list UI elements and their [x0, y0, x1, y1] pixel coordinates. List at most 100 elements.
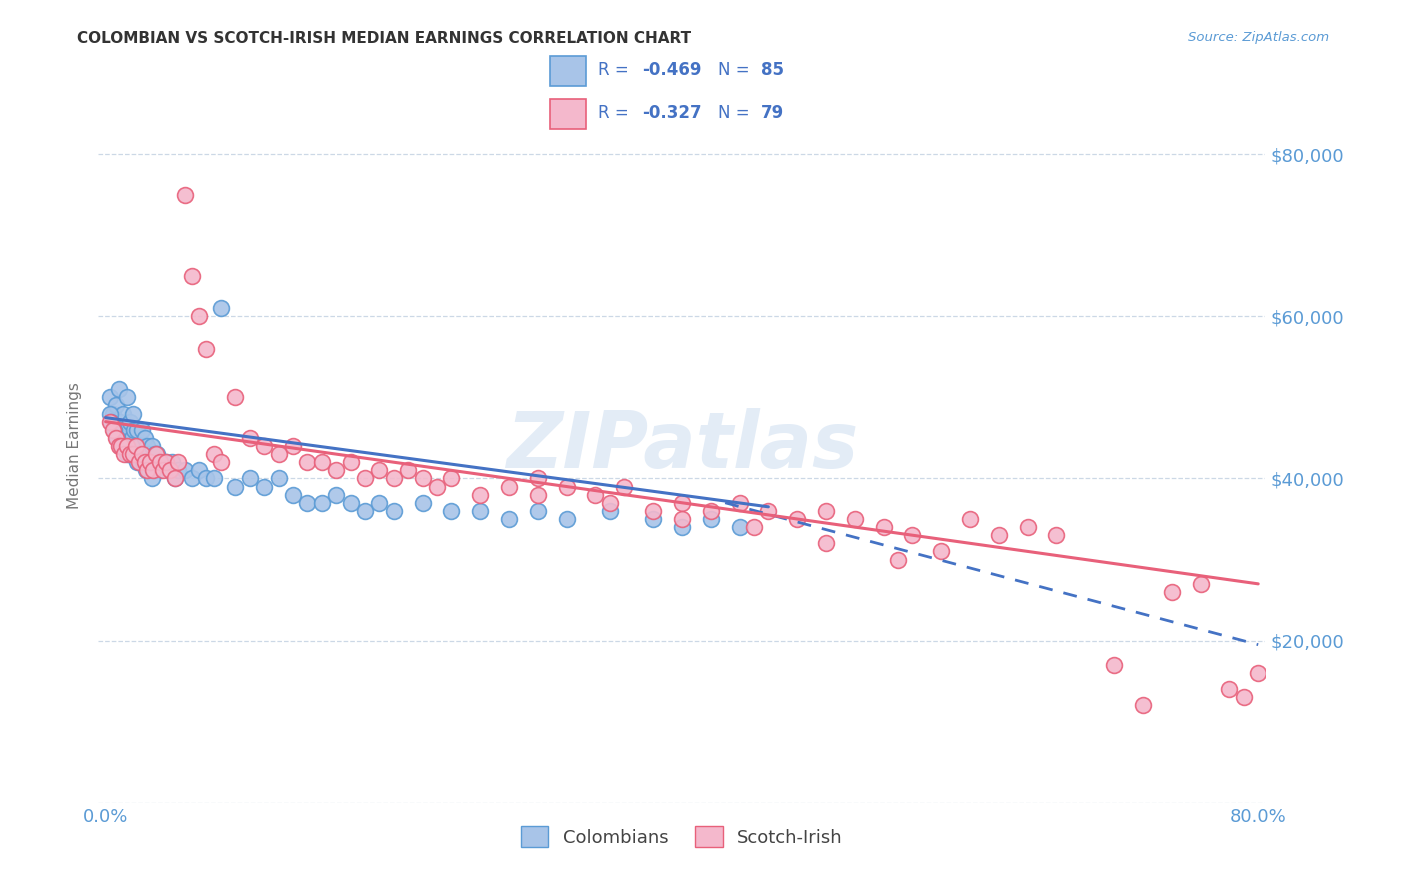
Point [281, 439, 304, 453]
Point [98, 390, 121, 404]
Point [159, 463, 181, 477]
Point [742, 520, 765, 534]
Point [470, 504, 492, 518]
Point [929, 544, 952, 558]
Point [440, 471, 463, 485]
Point [426, 479, 449, 493]
Point [132, 455, 155, 469]
Point [297, 496, 319, 510]
Point [111, 407, 134, 421]
Point [120, 447, 142, 461]
Point [786, 512, 808, 526]
Point [115, 390, 138, 404]
Point [671, 512, 693, 526]
Point [138, 463, 160, 477]
Point [527, 504, 550, 518]
Point [699, 512, 721, 526]
Point [671, 496, 693, 510]
Point [125, 439, 148, 453]
Point [188, 463, 211, 477]
Point [1247, 666, 1270, 681]
Point [1045, 528, 1067, 542]
Point [181, 471, 204, 485]
Point [103, 423, 125, 437]
Point [152, 463, 174, 477]
Point [325, 488, 347, 502]
Point [127, 423, 149, 437]
Point [354, 471, 377, 485]
Point [134, 431, 156, 445]
Point [163, 471, 186, 485]
Point [129, 455, 152, 469]
Point [844, 512, 866, 526]
Point [470, 488, 492, 502]
Text: -0.469: -0.469 [643, 61, 702, 78]
Point [325, 463, 347, 477]
Point [253, 479, 276, 493]
Point [101, 407, 124, 421]
Text: R =: R = [598, 104, 634, 122]
Point [142, 455, 165, 469]
Text: N =: N = [718, 104, 755, 122]
Point [728, 520, 751, 534]
Point [224, 479, 246, 493]
Point [135, 447, 157, 461]
Point [188, 310, 211, 324]
Point [209, 455, 232, 469]
Point [253, 439, 276, 453]
Point [643, 504, 665, 518]
Point [100, 415, 122, 429]
Point [112, 447, 135, 461]
Point [131, 423, 153, 437]
Point [105, 431, 128, 445]
Point [98, 407, 121, 421]
Point [121, 447, 143, 461]
Point [202, 447, 225, 461]
Text: -0.327: -0.327 [643, 104, 702, 122]
Point [959, 512, 981, 526]
Point [599, 504, 621, 518]
Point [643, 512, 665, 526]
Point [107, 439, 129, 453]
Point [110, 431, 132, 445]
Point [108, 439, 131, 453]
Point [127, 455, 149, 469]
Point [555, 479, 578, 493]
Point [157, 463, 180, 477]
Point [166, 463, 188, 477]
Point [118, 447, 141, 461]
Point [136, 463, 159, 477]
Point [872, 520, 894, 534]
Point [166, 455, 188, 469]
Point [382, 504, 405, 518]
Point [142, 463, 165, 477]
Point [128, 455, 150, 469]
Point [155, 455, 177, 469]
Point [599, 496, 621, 510]
Point [112, 439, 135, 453]
Point [136, 439, 159, 453]
Text: 85: 85 [761, 61, 783, 78]
Point [412, 496, 434, 510]
Point [202, 471, 225, 485]
Point [181, 268, 204, 283]
Point [209, 301, 232, 315]
Point [814, 504, 837, 518]
Point [1189, 577, 1212, 591]
Point [110, 439, 132, 453]
Point [148, 455, 170, 469]
Point [104, 431, 127, 445]
Text: 79: 79 [761, 104, 785, 122]
Point [699, 504, 721, 518]
Point [281, 488, 304, 502]
Point [585, 488, 607, 502]
Point [901, 528, 924, 542]
Point [1233, 690, 1256, 705]
Point [814, 536, 837, 550]
Text: Source: ZipAtlas.com: Source: ZipAtlas.com [1188, 31, 1329, 45]
Point [527, 488, 550, 502]
Point [1132, 698, 1154, 713]
Point [339, 496, 361, 510]
Point [368, 496, 391, 510]
Point [756, 504, 779, 518]
